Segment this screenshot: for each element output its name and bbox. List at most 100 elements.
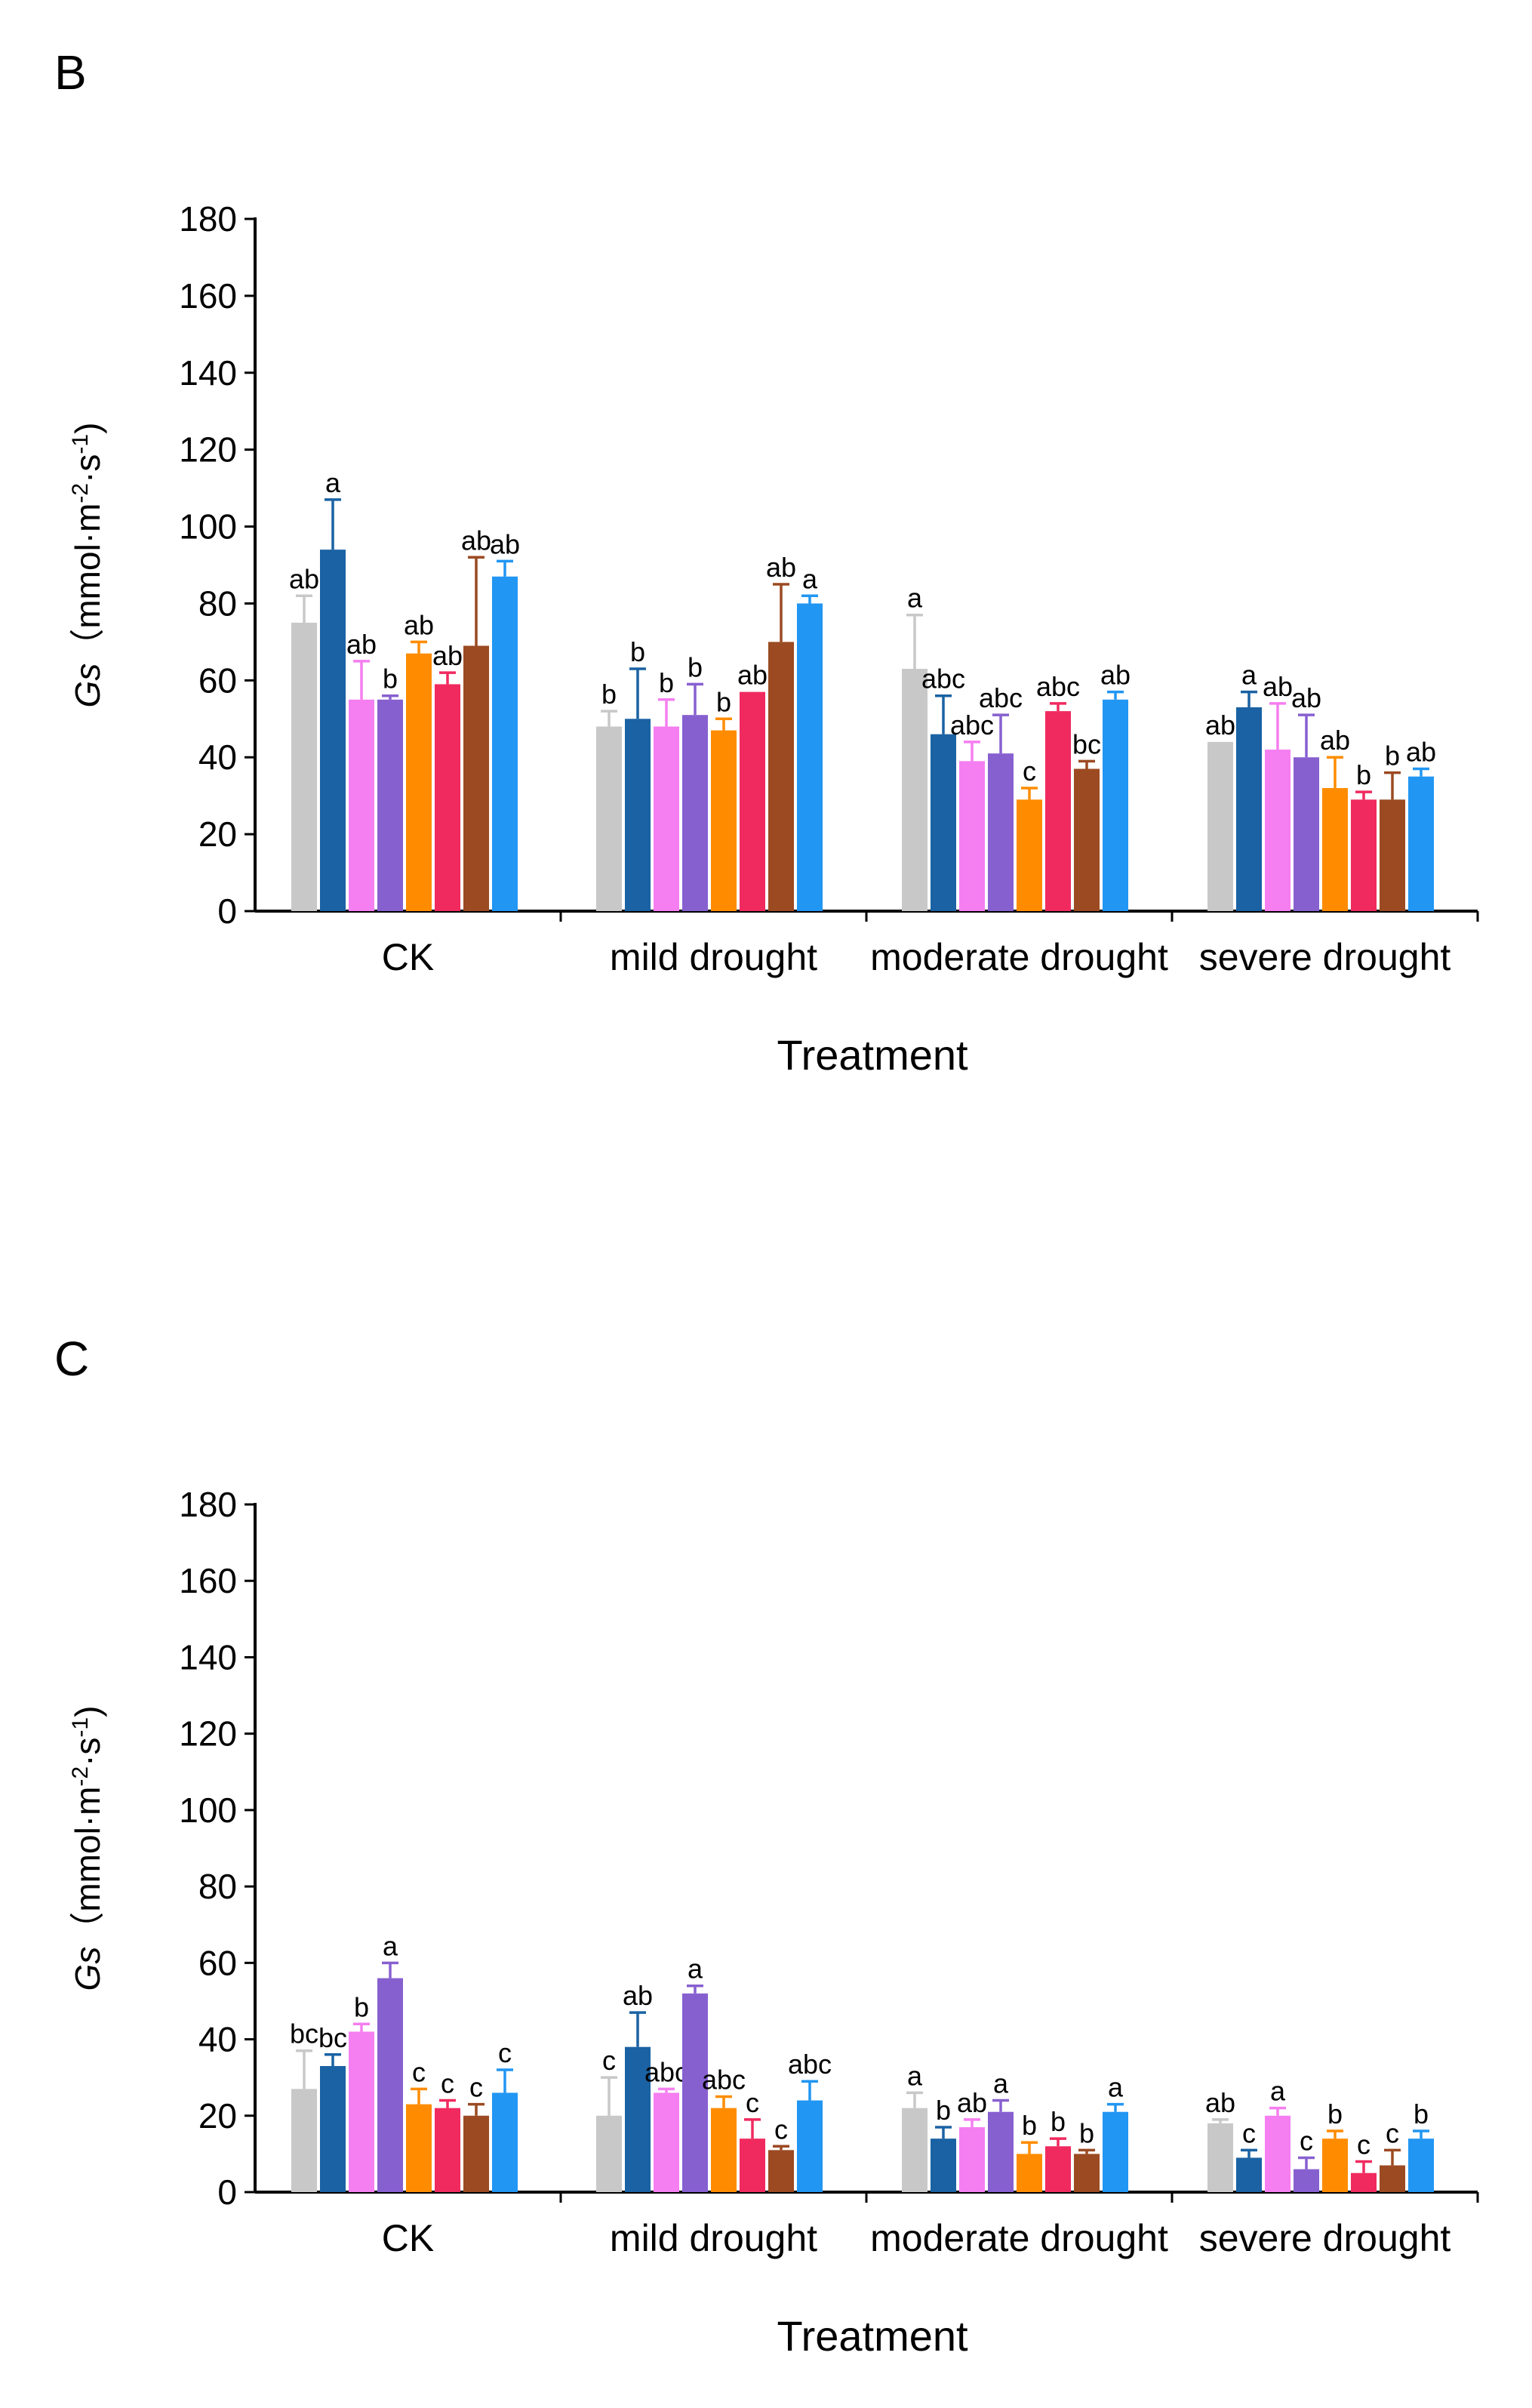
bar [959, 761, 985, 911]
significance-letter: b [630, 636, 645, 667]
y-tick-label: 20 [198, 2096, 237, 2135]
significance-letter: c [1023, 756, 1036, 787]
bar [349, 699, 374, 911]
category-label: mild drought [610, 2217, 817, 2259]
significance-letter: c [746, 2087, 759, 2118]
y-tick-label: 180 [179, 199, 237, 239]
significance-letter: b [936, 2095, 951, 2126]
significance-letter: b [688, 651, 703, 682]
y-tick-label: 180 [179, 1485, 237, 1524]
y-tick-label: 60 [198, 1943, 237, 1982]
bar [768, 2150, 794, 2192]
bar [711, 2108, 737, 2192]
bar [1294, 757, 1319, 911]
significance-letter: ab [461, 525, 491, 556]
significance-letter: c [774, 2114, 788, 2145]
y-axis-title: Gs（mmol·m-2·s-1) [68, 423, 108, 708]
chart-panel-b: B 0 20 40 60 80 100 120 140 160 180 CK mild drought m… [54, 45, 1479, 1079]
y-tick-label: 140 [179, 353, 237, 393]
y-tick-label: 120 [179, 430, 237, 470]
bar [492, 2092, 518, 2192]
bar [1207, 741, 1233, 911]
y-tick-label: 0 [217, 2172, 237, 2212]
significance-letter: ab [737, 660, 768, 691]
bar [1265, 2115, 1291, 2192]
bar [797, 603, 823, 911]
significance-letter: abc [1036, 671, 1080, 702]
bar [1236, 2157, 1262, 2192]
bar [435, 684, 460, 911]
significance-letter: c [1357, 2129, 1370, 2160]
bar [988, 753, 1014, 911]
y-tick-label: 80 [198, 584, 237, 623]
y-tick-label: 40 [198, 2020, 237, 2059]
y-axis-title-italic: Gs [68, 664, 107, 708]
y-tick-label: 20 [198, 814, 237, 854]
bar [682, 1993, 708, 2192]
significance-letter: ab [1205, 2087, 1235, 2118]
significance-letter: b [354, 1991, 369, 2022]
bar [406, 2104, 432, 2192]
bar [596, 726, 622, 911]
bar [596, 2115, 622, 2192]
bar [988, 2111, 1014, 2192]
y-axis-title-paren-close: ) [68, 423, 107, 434]
y-tick-label: 40 [198, 737, 237, 777]
significance-letter: ab [346, 629, 377, 660]
bar [1045, 2146, 1071, 2192]
chart-panel-c: C 0 20 40 60 80 100 120 140 160 180 CK mild drought m… [54, 1332, 1479, 2360]
significance-letter: b [1414, 2099, 1429, 2129]
bar [1103, 699, 1128, 911]
significance-letter: abc [644, 2056, 688, 2087]
category-label: CK [382, 936, 434, 978]
significance-letter: ab [1263, 671, 1293, 702]
bar [463, 2115, 489, 2192]
significance-letter: b [1327, 2099, 1343, 2129]
bar [902, 2108, 928, 2192]
significance-letter: a [1241, 660, 1257, 691]
x-axis-title: Treatment [777, 1031, 968, 1079]
y-tick-label: 100 [179, 1791, 237, 1830]
significance-letter: c [498, 2037, 512, 2068]
significance-letter: b [1385, 741, 1400, 771]
bar [1408, 776, 1434, 911]
bar [740, 691, 765, 911]
y-tick-label: 140 [179, 1637, 237, 1677]
significance-letter: b [383, 664, 398, 694]
y-axis-title-italic: Gs [68, 1947, 107, 1991]
significance-letter: bc [290, 2018, 318, 2049]
bar [1074, 768, 1100, 911]
bar [1103, 2111, 1128, 2192]
y-axis-title-paren-open: （mmol·m [68, 503, 107, 664]
significance-letter: ab [1100, 660, 1131, 691]
y-axis-title-paren-open: （mmol·m [68, 1787, 107, 1947]
significance-letter: c [1242, 2117, 1256, 2148]
bar [931, 2139, 956, 2192]
y-tick-label: 120 [179, 1714, 237, 1754]
significance-letter: ab [490, 528, 520, 559]
category-label: moderate drought [870, 936, 1168, 978]
bar [654, 2092, 679, 2192]
significance-letter: abc [788, 2049, 832, 2080]
significance-letter: ab [1291, 682, 1321, 713]
significance-letter: abc [979, 682, 1023, 713]
bar [1351, 2172, 1377, 2192]
bar [320, 2065, 346, 2192]
bar [682, 715, 708, 911]
bar [291, 622, 317, 911]
significance-letter: ab [623, 1980, 653, 2011]
y-axis-title: Gs（mmol·m-2·s-1) [68, 1706, 108, 1991]
bar [1207, 2123, 1233, 2192]
significance-letter: a [802, 563, 818, 594]
y-axis-title-mid: ·s [68, 454, 107, 483]
bar [1408, 2139, 1434, 2192]
bar [377, 1978, 403, 2192]
bar [711, 730, 737, 911]
y-tick-label: 80 [198, 1867, 237, 1906]
panel-label: C [54, 1332, 89, 1386]
bar [1380, 799, 1405, 911]
significance-letter: a [325, 467, 341, 498]
significance-letter: a [993, 2068, 1009, 2099]
bar [1236, 707, 1262, 911]
